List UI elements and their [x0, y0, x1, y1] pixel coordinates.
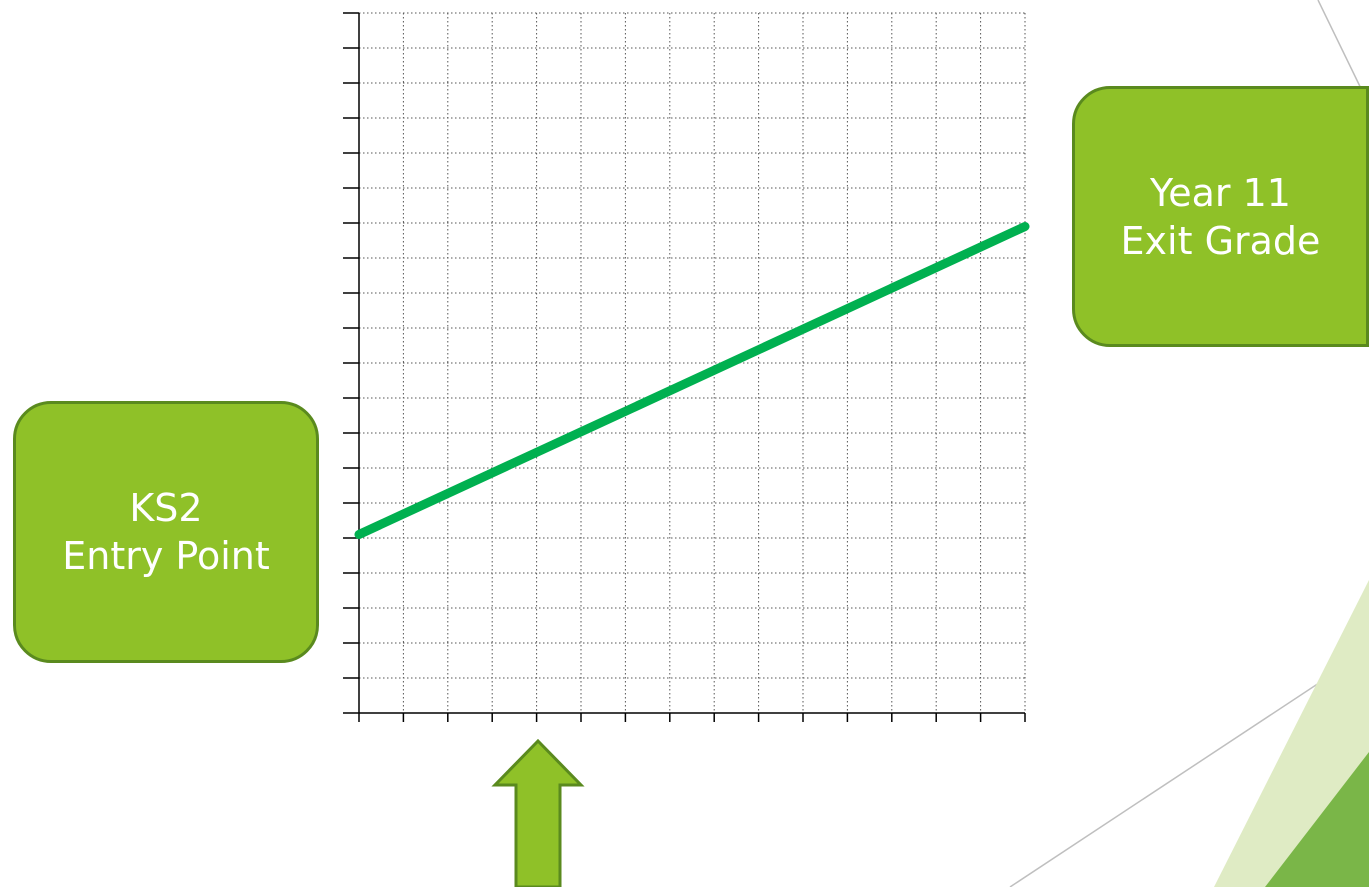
entry-label-line2: Entry Point [62, 534, 270, 578]
decorative-shapes [1009, 0, 1369, 887]
exit-label-line1: Year 11 [1150, 170, 1291, 215]
up-arrow-icon [491, 738, 585, 887]
entry-label-line1: KS2 [129, 486, 203, 530]
deco-triangle-dark [1265, 752, 1369, 887]
chart-series [354, 222, 1030, 539]
deco-line-diagonal [1009, 649, 1369, 887]
progress-line [354, 222, 1030, 539]
chart-grid [359, 12, 1026, 713]
progress-chart [343, 12, 1030, 722]
chart-ticks [343, 12, 1026, 722]
ks2-entry-point-box: KS2 Entry Point [13, 401, 319, 663]
year11-exit-grade-box: Year 11 Exit Grade [1072, 86, 1369, 347]
exit-label-line2: Exit Grade [1120, 218, 1321, 263]
